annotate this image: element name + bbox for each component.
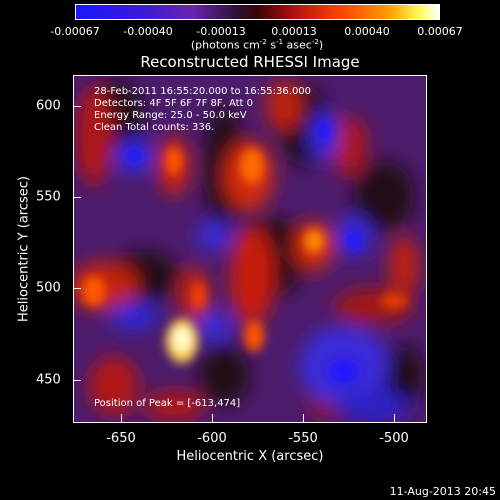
y-tickmark [73, 197, 81, 198]
info-energy-range: Energy Range: 25.0 - 50.0 keV [94, 110, 247, 121]
y-tickmark [73, 380, 81, 381]
x-tick-label: -650 [106, 431, 136, 446]
x-tick-label: -500 [379, 431, 409, 446]
y-tick-label: 450 [36, 372, 61, 388]
timestamp: 11-Aug-2013 20:45 [389, 485, 496, 498]
x-tickmark [303, 414, 304, 422]
x-tickmark [394, 414, 395, 422]
colorbar-tick-label: -0.00040 [123, 25, 173, 38]
colorbar-units: (photons cm-2 s-1 asec-2) [190, 38, 324, 52]
x-tickmark [212, 414, 213, 422]
x-tick-label: -600 [197, 431, 227, 446]
x-axis-label: Heliocentric X (arcsec) [176, 449, 324, 464]
image-map [74, 76, 426, 422]
y-tick-label: 550 [36, 189, 61, 205]
colorbar [75, 4, 440, 20]
y-tick-label: 600 [36, 98, 61, 114]
y-tickmark [73, 106, 81, 107]
info-clean-counts: Clean Total counts: 336. [94, 122, 215, 133]
colorbar-tick-label: 0.00013 [271, 25, 317, 38]
info-time-range: 28-Feb-2011 16:55:20.000 to 16:55:36.000 [94, 86, 312, 97]
colorbar-tick-label: -0.00013 [196, 25, 246, 38]
peak-position: Position of Peak = [-613,474] [94, 398, 241, 409]
y-axis-label: Heliocentric Y (arcsec) [16, 176, 32, 322]
y-tickmark [73, 288, 81, 289]
colorbar-tick-label: 0.00040 [344, 25, 390, 38]
rhessi-image: 28-Feb-2011 16:55:20.000 to 16:55:36.000… [73, 75, 427, 423]
x-tickmark [121, 414, 122, 422]
x-tick-label: -550 [288, 431, 318, 446]
colorbar-tick-label: 0.00067 [417, 25, 463, 38]
info-detectors: Detectors: 4F 5F 6F 7F 8F, Att 0 [94, 98, 254, 109]
y-tick-label: 500 [36, 280, 61, 296]
colorbar-tick-label: -0.00067 [50, 25, 100, 38]
plot-title: Reconstructed RHESSI Image [140, 53, 360, 71]
